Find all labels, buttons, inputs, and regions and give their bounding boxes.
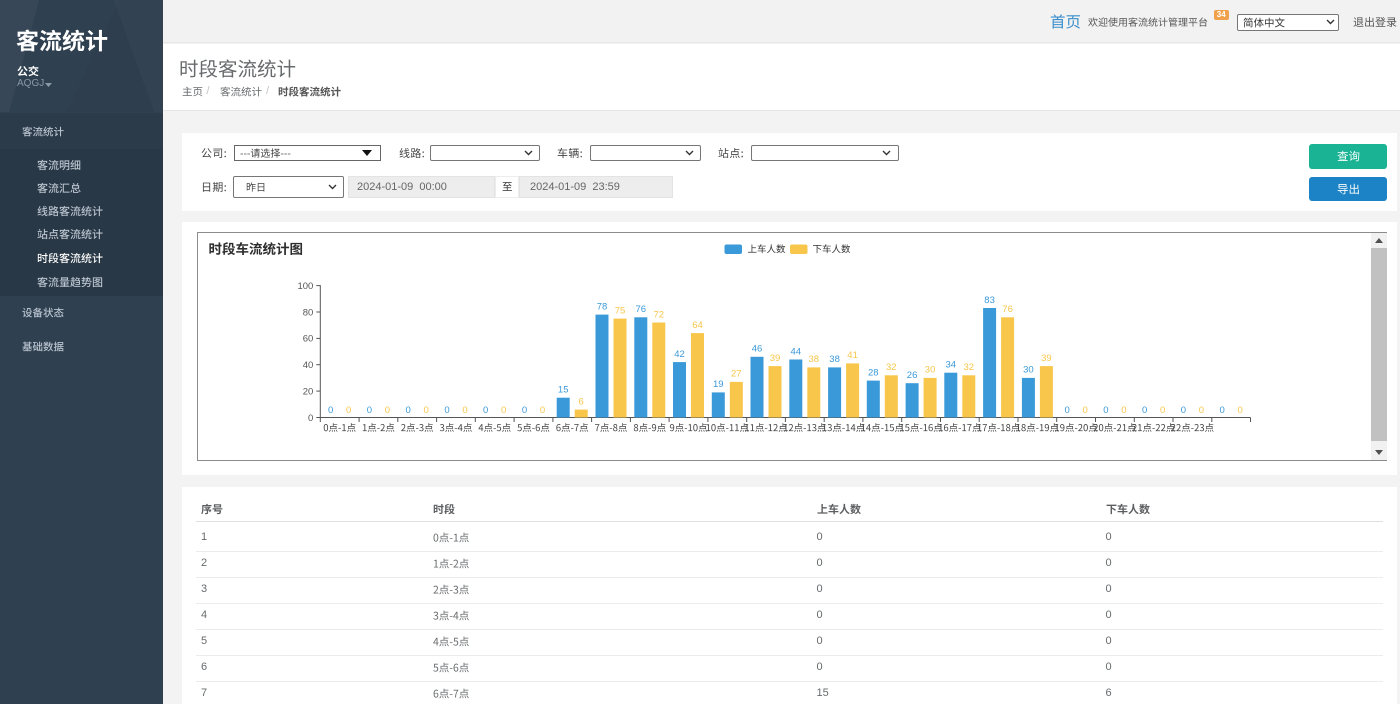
svg-text:34: 34	[946, 360, 957, 371]
svg-text:26: 26	[907, 370, 918, 381]
svg-text:0: 0	[1121, 405, 1126, 416]
svg-text:0: 0	[328, 405, 333, 416]
svg-text:39: 39	[1041, 353, 1052, 364]
svg-text:39: 39	[770, 353, 781, 364]
svg-text:0: 0	[308, 413, 313, 424]
svg-text:72: 72	[654, 309, 665, 320]
svg-text:100: 100	[297, 281, 313, 292]
svg-text:0: 0	[1064, 405, 1069, 416]
svg-text:0: 0	[1103, 405, 1108, 416]
svg-text:0: 0	[406, 405, 411, 416]
svg-text:0: 0	[1181, 405, 1186, 416]
svg-text:0: 0	[444, 405, 449, 416]
svg-text:64: 64	[692, 320, 703, 331]
svg-text:83: 83	[984, 295, 995, 306]
svg-text:0: 0	[501, 405, 506, 416]
svg-text:20: 20	[303, 386, 314, 397]
svg-text:40: 40	[303, 360, 314, 371]
svg-text:78: 78	[597, 301, 608, 312]
svg-text:6: 6	[579, 396, 584, 407]
svg-text:32: 32	[964, 362, 975, 373]
svg-text:0: 0	[1160, 405, 1165, 416]
svg-text:27: 27	[731, 369, 742, 380]
svg-text:44: 44	[791, 346, 802, 357]
svg-text:0: 0	[367, 405, 372, 416]
svg-text:0: 0	[1220, 405, 1225, 416]
svg-text:38: 38	[809, 354, 820, 365]
svg-text:46: 46	[752, 344, 763, 355]
svg-text:30: 30	[1023, 365, 1034, 376]
svg-text:0: 0	[1082, 405, 1087, 416]
svg-text:0: 0	[522, 405, 527, 416]
svg-text:0: 0	[424, 405, 429, 416]
svg-text:28: 28	[868, 367, 879, 378]
svg-text:0: 0	[1238, 405, 1243, 416]
svg-text:0: 0	[540, 405, 545, 416]
svg-text:76: 76	[1002, 304, 1013, 315]
svg-text:41: 41	[847, 350, 858, 361]
svg-text:0: 0	[462, 405, 467, 416]
svg-text:0: 0	[346, 405, 351, 416]
svg-text:80: 80	[303, 307, 314, 318]
svg-text:76: 76	[636, 304, 647, 315]
svg-text:0: 0	[1199, 405, 1204, 416]
svg-text:0: 0	[1142, 405, 1147, 416]
svg-text:42: 42	[674, 349, 685, 360]
svg-text:75: 75	[615, 305, 626, 316]
svg-text:60: 60	[303, 334, 314, 345]
svg-text:38: 38	[829, 354, 840, 365]
svg-text:0: 0	[385, 405, 390, 416]
svg-text:32: 32	[886, 362, 897, 373]
svg-text:30: 30	[925, 365, 936, 376]
svg-text:15: 15	[558, 385, 569, 396]
svg-text:0: 0	[483, 405, 488, 416]
svg-text:19: 19	[713, 379, 724, 390]
